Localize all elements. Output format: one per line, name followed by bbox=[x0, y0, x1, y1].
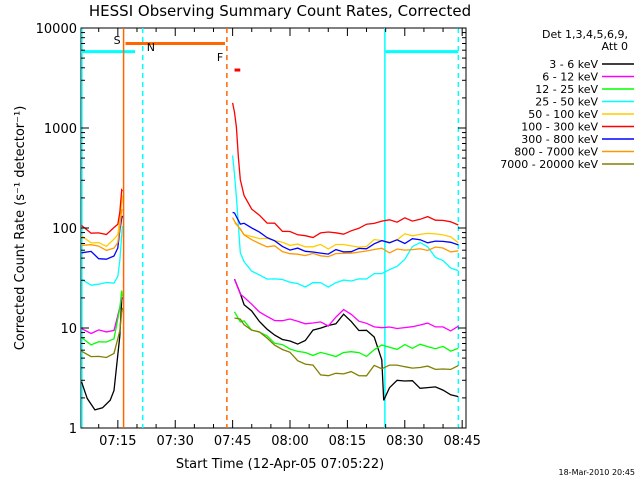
series-line bbox=[81, 155, 459, 288]
legend-label: 50 - 100 keV bbox=[528, 108, 598, 121]
x-tick-label: 08:15 bbox=[329, 434, 366, 449]
legend-label: 6 - 12 keV bbox=[542, 71, 598, 84]
legend-header: Att 0 bbox=[602, 40, 628, 53]
timestamp-stamp: 18-Mar-2010 20:45 bbox=[559, 468, 636, 477]
annotation-label: F bbox=[217, 51, 223, 64]
x-tick-label: 07:15 bbox=[99, 434, 136, 449]
series-line bbox=[81, 102, 459, 239]
y-tick-label: 1 bbox=[69, 422, 77, 437]
y-axis-label: Corrected Count Rate (s⁻¹ detector⁻¹) bbox=[13, 106, 28, 351]
series-line bbox=[81, 209, 459, 258]
series-layer bbox=[80, 102, 459, 411]
legend-label: 25 - 50 keV bbox=[535, 96, 598, 109]
series-line bbox=[81, 290, 459, 358]
x-axis-label: Start Time (12-Apr-05 07:05:22) bbox=[176, 457, 384, 472]
legend-header: Det 1,3,4,5,6,9, bbox=[542, 28, 628, 41]
series-line bbox=[80, 278, 459, 411]
legend-label: 3 - 6 keV bbox=[549, 58, 598, 71]
y-tick-label: 1000 bbox=[44, 122, 77, 137]
legend-label: 7000 - 20000 keV bbox=[500, 158, 598, 171]
y-tick-label: 100 bbox=[52, 222, 77, 237]
x-tick-label: 08:45 bbox=[443, 434, 480, 449]
series-line bbox=[81, 278, 459, 335]
y-tick-label: 10000 bbox=[36, 22, 77, 37]
series-line bbox=[81, 195, 459, 250]
x-tick-label: 08:00 bbox=[271, 434, 308, 449]
x-tick-label: 08:30 bbox=[386, 434, 423, 449]
legend-label: 12 - 25 keV bbox=[535, 83, 598, 96]
series-line bbox=[81, 307, 459, 377]
annotation-layer: S N F bbox=[81, 28, 460, 428]
plot-frame bbox=[80, 27, 467, 429]
legend-label: 300 - 800 keV bbox=[521, 133, 598, 146]
x-tick-label: 07:30 bbox=[156, 434, 193, 449]
chart-title: HESSI Observing Summary Count Rates, Cor… bbox=[89, 2, 471, 20]
annotation-label: N bbox=[147, 41, 155, 54]
x-axis: 07:15 07:30 07:45 08:00 08:15 08:30 08:45 bbox=[98, 28, 481, 449]
legend-label: 100 - 300 keV bbox=[521, 121, 598, 134]
legend-label: 800 - 7000 keV bbox=[514, 146, 598, 159]
y-tick-label: 10 bbox=[60, 322, 77, 337]
y-axis: 1 10 100 1000 10000 bbox=[36, 22, 466, 437]
annotation-label: S bbox=[114, 34, 121, 47]
x-tick-label: 07:45 bbox=[214, 434, 251, 449]
series-line bbox=[81, 211, 459, 260]
